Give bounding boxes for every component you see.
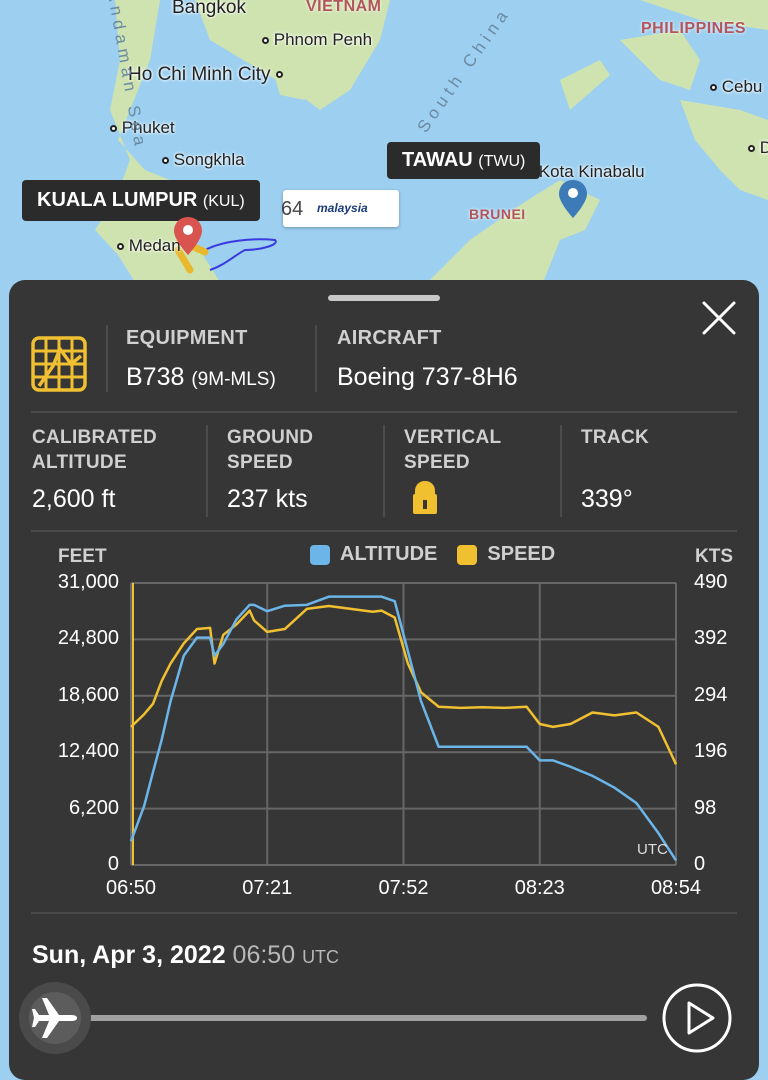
divider xyxy=(315,325,317,392)
y-tick-left: 0 xyxy=(107,853,119,875)
playback-slider-thumb[interactable] xyxy=(19,982,91,1054)
city-label: Bangkok xyxy=(172,0,246,18)
flight-chart-icon xyxy=(31,336,87,392)
divider xyxy=(560,425,562,517)
city-label: Medan xyxy=(117,236,181,256)
city-label: Phnom Penh xyxy=(262,30,372,50)
y-axis-right-title: KTS xyxy=(695,546,733,567)
playback-slider-track[interactable] xyxy=(69,1015,647,1021)
aircraft-marker-icon[interactable] xyxy=(172,236,212,276)
drag-handle[interactable] xyxy=(328,295,440,301)
y-tick-left: 24,800 xyxy=(57,627,119,650)
y-tick-right: 196 xyxy=(694,740,728,763)
divider xyxy=(31,530,737,532)
divider xyxy=(206,425,208,517)
destination-airport-tag[interactable]: TAWAU (TWU) xyxy=(387,142,541,179)
city-label: Phuket xyxy=(110,118,175,138)
city-label: Cebu xyxy=(710,77,762,97)
calibrated-altitude-label: CALIBRATED ALTITUDE xyxy=(32,427,158,473)
x-tick: 08:23 xyxy=(514,877,565,899)
lock-icon[interactable] xyxy=(411,481,439,515)
legend-speed[interactable]: SPEED xyxy=(457,543,555,566)
aircraft-label: AIRCRAFT xyxy=(337,327,442,349)
track-value: 339° xyxy=(581,485,633,513)
y-tick-right: 0 xyxy=(694,853,706,875)
altitude-series xyxy=(129,595,678,862)
play-button[interactable] xyxy=(661,982,733,1054)
x-tick: 06:50 xyxy=(105,877,157,899)
equipment-label: EQUIPMENT xyxy=(126,327,248,349)
airplane-icon xyxy=(32,998,77,1038)
airline-logo: malaysia xyxy=(317,201,368,215)
close-icon[interactable] xyxy=(699,298,739,338)
x-tick: 07:21 xyxy=(242,877,293,899)
origin-pin-icon[interactable] xyxy=(172,215,204,257)
city-label: Ho Chi Minh City xyxy=(128,64,283,86)
flight-card[interactable]: 64 malaysia xyxy=(281,190,399,227)
destination-pin-icon[interactable] xyxy=(557,178,589,220)
country-label: VIETNAM xyxy=(306,0,382,15)
y-axis-left-title: FEET xyxy=(58,546,107,567)
flight-details-panel: EQUIPMENT B738 (9M-MLS) AIRCRAFT Boeing … xyxy=(9,280,759,1080)
country-label: BRUNEI xyxy=(469,206,526,222)
legend-altitude[interactable]: ALTITUDE xyxy=(310,543,437,566)
y-tick-left: 6,200 xyxy=(68,796,119,819)
y-tick-left: 12,400 xyxy=(57,740,119,763)
divider xyxy=(31,411,737,413)
track-label: TRACK xyxy=(581,427,649,448)
city-label: Songkhla xyxy=(162,150,245,170)
playback-timestamp: Sun, Apr 3, 2022 06:50 UTC xyxy=(32,941,340,969)
y-tick-right: 392 xyxy=(694,627,728,650)
chart-legend: ALTITUDE SPEED xyxy=(310,543,565,566)
y-tick-right: 294 xyxy=(694,683,728,706)
utc-axis-label: UTC xyxy=(637,841,668,858)
equipment-value: B738 (9M-MLS) xyxy=(126,363,276,391)
y-tick-right: 490 xyxy=(694,571,728,593)
city-label: D xyxy=(748,138,768,158)
aircraft-value: Boeing 737-8H6 xyxy=(337,363,518,391)
vertical-speed-label: VERTICAL SPEED xyxy=(404,427,502,473)
divider xyxy=(106,325,108,392)
x-tick: 08:54 xyxy=(650,877,702,899)
x-tick: 07:52 xyxy=(378,877,429,899)
divider xyxy=(31,912,737,914)
flight-profile-chart[interactable] xyxy=(9,280,759,900)
y-tick-left: 18,600 xyxy=(57,683,119,706)
ground-speed-value: 237 kts xyxy=(227,485,308,513)
y-tick-left: 31,000 xyxy=(57,571,119,593)
ground-speed-label: GROUND SPEED xyxy=(227,427,314,473)
calibrated-altitude-value: 2,600 ft xyxy=(32,485,116,513)
divider xyxy=(383,425,385,517)
origin-airport-tag[interactable]: KUALA LUMPUR (KUL) xyxy=(22,180,260,221)
country-label: PHILIPPINES xyxy=(641,20,747,37)
y-tick-right: 98 xyxy=(694,796,717,819)
speed-series xyxy=(130,604,678,765)
